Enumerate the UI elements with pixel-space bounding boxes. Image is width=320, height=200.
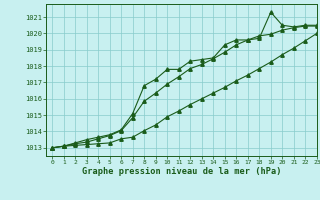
X-axis label: Graphe pression niveau de la mer (hPa): Graphe pression niveau de la mer (hPa)	[82, 167, 281, 176]
